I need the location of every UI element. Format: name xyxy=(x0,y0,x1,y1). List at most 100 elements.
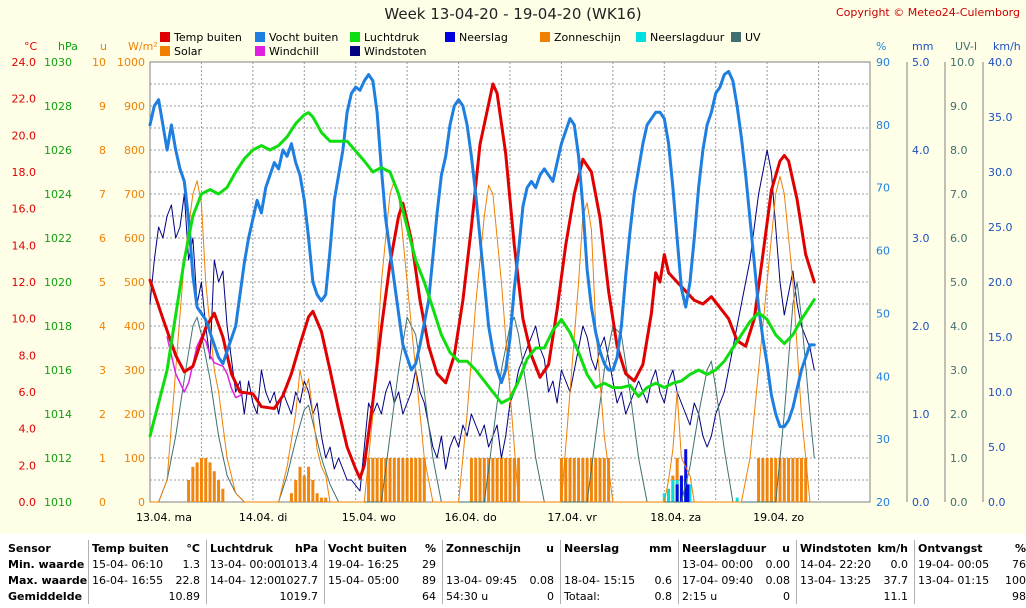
axis-unit-wind: km/h xyxy=(993,40,1021,53)
stats-max-value: 37.7 xyxy=(883,574,909,587)
bar-zonneschijn xyxy=(778,458,782,502)
stats-column-title: Luchtdruk xyxy=(210,542,273,555)
bar-zonneschijn xyxy=(517,458,521,502)
stats-avg-value: 1019.7 xyxy=(279,590,319,603)
axis-unit-uv: UV-I xyxy=(955,40,977,53)
tick-label-solar: 300 xyxy=(124,364,145,377)
tick-label-uv: 10.0 xyxy=(950,56,975,69)
tick-label-solar: 1000 xyxy=(117,56,145,69)
tick-label-uv: 9.0 xyxy=(950,100,968,113)
bar-neerslagduur xyxy=(667,488,671,502)
tick-label-uv: 0.0 xyxy=(950,496,968,509)
stats-avg-value: 98 xyxy=(1012,590,1026,603)
bar-neerslag xyxy=(686,484,690,502)
bar-zonneschijn xyxy=(499,458,503,502)
bar-zonneschijn xyxy=(482,458,486,502)
tick-label-humidity: 20 xyxy=(876,496,890,509)
bar-zonneschijn xyxy=(782,458,786,502)
bar-zonneschijn xyxy=(581,458,585,502)
stats-row-label: Gemiddelde xyxy=(8,590,83,603)
bar-zonneschijn xyxy=(414,458,418,502)
bar-zonneschijn xyxy=(564,458,568,502)
stats-column-unit: % xyxy=(424,542,436,555)
bar-zonneschijn xyxy=(478,458,482,502)
tick-label-temp: 6.0 xyxy=(19,386,37,399)
bar-zonneschijn xyxy=(388,458,392,502)
x-tick-label: 15.04. wo xyxy=(342,511,396,524)
bar-zonneschijn xyxy=(495,458,499,502)
tick-label-sun: 6 xyxy=(99,232,106,245)
stats-column-unit: °C xyxy=(186,542,200,555)
tick-label-uv: 4.0 xyxy=(950,320,968,333)
stats-max-value: 0.08 xyxy=(765,574,791,587)
bar-zonneschijn xyxy=(769,458,773,502)
tick-label-wind: 20.0 xyxy=(988,276,1013,289)
tick-label-humidity: 80 xyxy=(876,119,890,132)
bar-zonneschijn xyxy=(392,458,396,502)
tick-label-pressure: 1018 xyxy=(44,320,72,333)
legend-item-humidity: Vocht buiten xyxy=(255,31,338,44)
bar-zonneschijn xyxy=(418,458,422,502)
axis-unit-humidity: % xyxy=(876,40,886,53)
axis-unit-temp: °C xyxy=(24,40,38,53)
tick-label-sun: 1 xyxy=(99,452,106,465)
tick-label-pressure: 1014 xyxy=(44,408,72,421)
bar-zonneschijn xyxy=(585,458,589,502)
tick-label-solar: 800 xyxy=(124,144,145,157)
bar-zonneschijn xyxy=(397,458,401,502)
stats-max-value: 89 xyxy=(422,574,436,587)
bar-zonneschijn xyxy=(602,458,606,502)
tick-label-humidity: 40 xyxy=(876,370,890,383)
bar-zonneschijn xyxy=(187,480,191,502)
stats-min-value: 29 xyxy=(422,558,436,571)
tick-label-wind: 30.0 xyxy=(988,166,1013,179)
stats-avg-value: 10.89 xyxy=(168,590,201,603)
series-line-uv xyxy=(149,281,815,503)
stats-min-time: 13-04- 00:00 xyxy=(210,558,282,571)
stats-column-divider xyxy=(206,540,207,604)
tick-label-rain: 2.0 xyxy=(912,320,930,333)
tick-label-pressure: 1028 xyxy=(44,100,72,113)
x-tick-label: 14.04. di xyxy=(239,511,288,524)
stats-max-time: 16-04- 16:55 xyxy=(92,574,164,587)
bar-zonneschijn xyxy=(568,458,572,502)
tick-label-pressure: 1030 xyxy=(44,56,72,69)
bar-zonneschijn xyxy=(221,488,225,502)
stats-column-divider xyxy=(560,540,561,604)
axis-unit-rain: mm xyxy=(912,40,933,53)
x-tick-label: 17.04. vr xyxy=(547,511,597,524)
legend-item-sunshine: Zonneschijn xyxy=(540,31,621,44)
stats-column-title: Ontvangst xyxy=(918,542,983,555)
axis-unit-pressure: hPa xyxy=(58,40,78,53)
stats-min-time: 13-04- 00:00 xyxy=(682,558,754,571)
stats-column-unit: % xyxy=(1014,542,1026,555)
weather-chart: 0.02.04.06.08.010.012.014.016.018.020.02… xyxy=(12,40,1021,524)
tick-label-solar: 0 xyxy=(138,496,145,509)
tick-label-wind: 10.0 xyxy=(988,386,1013,399)
bar-zonneschijn xyxy=(491,458,495,502)
tick-label-wind: 5.0 xyxy=(988,441,1006,454)
series-line-windstoten xyxy=(149,149,815,492)
x-tick-label: 13.04. ma xyxy=(136,511,192,524)
tick-label-humidity: 30 xyxy=(876,433,890,446)
stats-avg-value: 64 xyxy=(422,590,436,603)
stats-min-time: 19-04- 00:05 xyxy=(918,558,990,571)
tick-label-sun: 10 xyxy=(92,56,106,69)
tick-label-rain: 3.0 xyxy=(912,232,930,245)
bar-zonneschijn xyxy=(298,466,302,502)
bar-zonneschijn xyxy=(199,458,203,502)
tick-label-rain: 5.0 xyxy=(912,56,930,69)
stats-avg-value: 0 xyxy=(783,590,790,603)
stats-max-time: 17-04- 09:40 xyxy=(682,574,754,587)
stats-column-title: Neerslagduur xyxy=(682,542,767,555)
stats-min-value: 0.00 xyxy=(765,558,791,571)
stats-column-title: Neerslag xyxy=(564,542,620,555)
stats-row-label: Min. waarde xyxy=(8,558,85,571)
bar-zonneschijn xyxy=(589,458,593,502)
bar-zonneschijn xyxy=(302,475,306,502)
tick-label-temp: 24.0 xyxy=(12,56,37,69)
stats-column-divider xyxy=(796,540,797,604)
bar-zonneschijn xyxy=(212,471,216,502)
tick-label-wind: 35.0 xyxy=(988,111,1013,124)
legend-item-rain: Neerslag xyxy=(445,31,508,44)
